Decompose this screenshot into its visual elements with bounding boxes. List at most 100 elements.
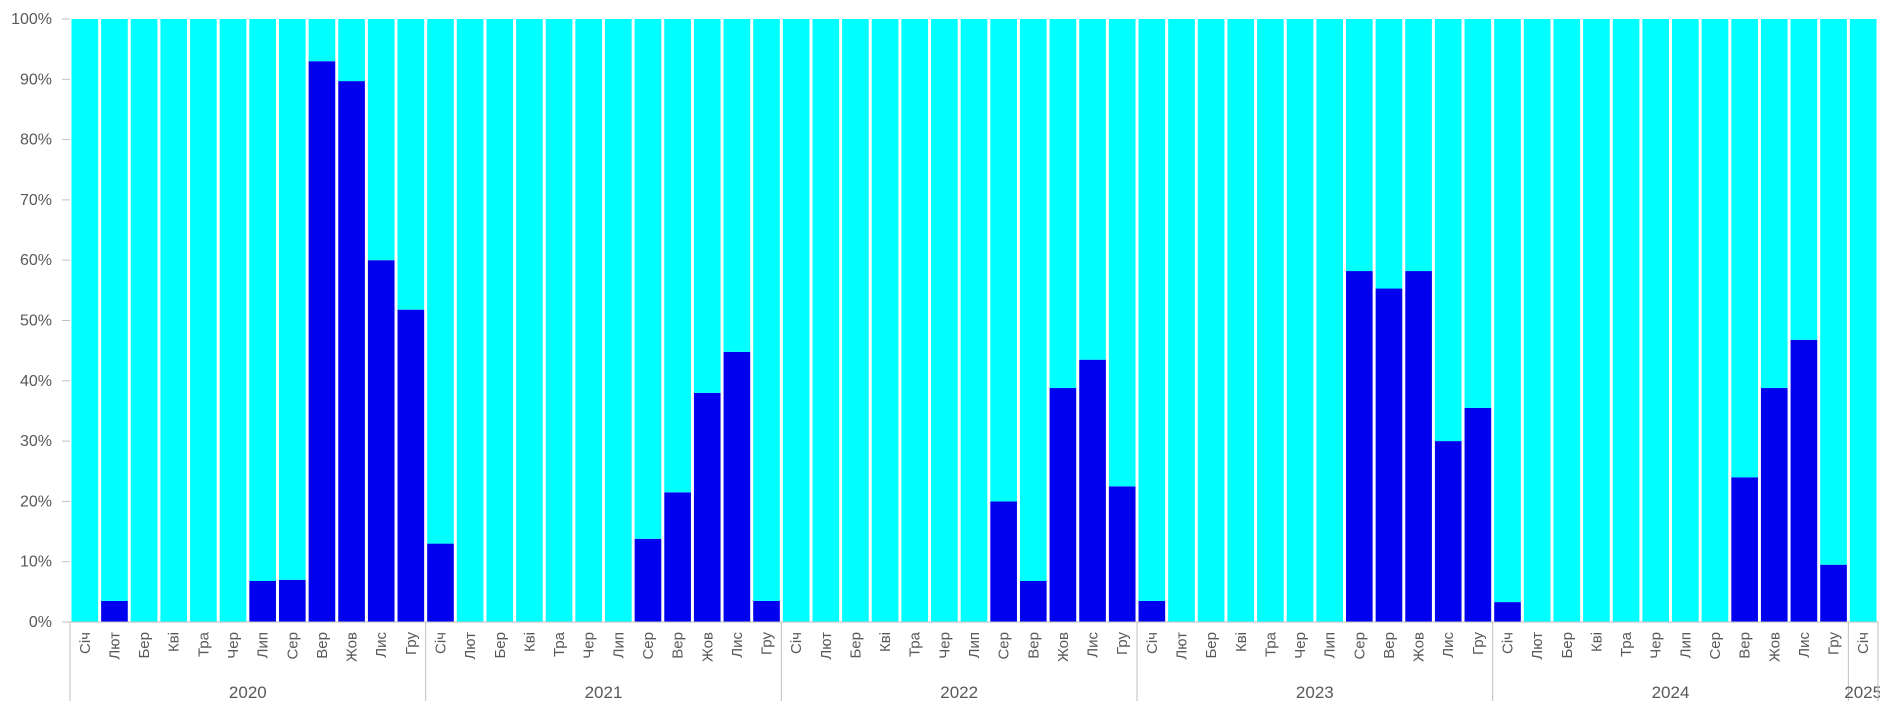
bar-segment-2-31	[960, 19, 988, 622]
y-tick-label: 20%	[20, 493, 52, 510]
bar-segment-2-11	[367, 19, 395, 261]
x-month-label: Жов	[1766, 632, 1783, 662]
y-tick-label: 60%	[20, 252, 52, 269]
bar-segment-1-35	[1079, 359, 1106, 622]
bar-segment-2-1	[71, 19, 99, 622]
bar-segment-1-46	[1405, 271, 1432, 622]
x-month-label: Жов	[1411, 632, 1428, 662]
bar-segment-1-48	[1464, 407, 1492, 622]
bar-segment-2-38	[1168, 19, 1195, 622]
x-month-label: Лип	[966, 632, 983, 658]
bar-segment-1-12	[397, 309, 425, 622]
bar-segment-1-45	[1375, 288, 1403, 622]
x-month-label: Чер	[1292, 632, 1309, 659]
x-month-label: Жов	[1055, 632, 1072, 662]
x-month-label: Кві	[1233, 632, 1250, 652]
bar-segment-2-45	[1375, 19, 1403, 289]
bar-segment-2-34	[1049, 19, 1077, 389]
x-month-label: Гру	[1826, 632, 1843, 655]
x-month-label: Сер	[996, 632, 1013, 660]
x-month-label: Гру	[1114, 632, 1131, 655]
bar-segment-2-15	[486, 19, 514, 622]
x-year-label: 2020	[229, 683, 267, 701]
bar-segment-2-6	[219, 19, 247, 622]
x-month-label: Січ	[788, 632, 805, 654]
bar-segment-2-3	[130, 19, 158, 622]
x-month-label: Лип	[610, 632, 627, 658]
x-year-label: 2021	[585, 683, 623, 701]
bar-segment-1-33	[1019, 581, 1047, 622]
bar-segment-2-24	[753, 19, 780, 601]
x-month-label: Лип	[255, 632, 272, 658]
bar-segment-2-23	[723, 19, 751, 352]
bar-segment-2-51	[1553, 19, 1581, 622]
bar-segment-2-50	[1523, 19, 1551, 622]
bar-segment-2-46	[1405, 19, 1432, 272]
x-month-label: Лют	[1173, 632, 1190, 660]
bar-segment-2-40	[1227, 19, 1255, 622]
bar-segment-2-48	[1464, 19, 1492, 408]
bar-segment-1-59	[1790, 339, 1818, 622]
bar-segment-1-10	[338, 81, 365, 623]
x-month-label: Кві	[166, 632, 183, 652]
x-year-label: 2022	[940, 683, 978, 701]
bar-segment-1-44	[1345, 271, 1373, 622]
bar-segment-2-19	[605, 19, 632, 622]
bar-segment-1-24	[753, 600, 780, 622]
x-month-label: Бер	[492, 632, 509, 659]
x-month-label: Лис	[1796, 632, 1813, 658]
y-tick-label: 0%	[29, 614, 52, 631]
x-month-label: Бер	[1559, 632, 1576, 659]
x-month-label: Лис	[729, 632, 746, 658]
x-month-label: Чер	[1648, 632, 1665, 659]
x-month-label: Вер	[1025, 632, 1042, 659]
bar-segment-2-33	[1019, 19, 1047, 581]
bar-segment-1-37	[1138, 600, 1166, 622]
x-month-label: Сер	[1351, 632, 1368, 660]
x-month-label: Чер	[225, 632, 242, 659]
bar-segment-1-2	[101, 600, 128, 622]
x-year-label: 2025	[1844, 683, 1880, 701]
x-month-label: Сер	[1707, 632, 1724, 660]
bar-segment-2-10	[338, 19, 365, 82]
bar-segment-2-30	[931, 19, 958, 622]
x-month-label: Тра	[551, 631, 568, 657]
x-month-label: Гру	[759, 632, 776, 655]
x-month-label: Січ	[1500, 632, 1517, 654]
bar-segment-1-13	[427, 543, 454, 622]
x-year-label: 2024	[1652, 683, 1690, 701]
bar-segment-2-7	[249, 19, 276, 581]
bar-segment-1-22	[693, 392, 721, 622]
x-month-label: Січ	[1144, 632, 1161, 654]
bar-segment-2-61	[1849, 19, 1877, 622]
y-tick-label: 10%	[20, 554, 52, 571]
bar-segment-1-21	[664, 492, 691, 622]
x-month-label: Тра	[1618, 631, 1635, 657]
x-month-label: Кві	[877, 632, 894, 652]
x-month-label: Тра	[907, 631, 924, 657]
y-tick-label: 90%	[20, 71, 52, 88]
x-month-label: Бер	[136, 632, 153, 659]
bar-segment-2-17	[545, 19, 573, 622]
x-month-label: Вер	[1737, 632, 1754, 659]
bar-segment-2-25	[782, 19, 810, 622]
bar-segment-2-26	[812, 19, 840, 622]
bar-segment-1-11	[367, 260, 395, 622]
bar-segment-1-23	[723, 351, 751, 622]
x-month-label: Чер	[936, 632, 953, 659]
bar-segment-1-20	[634, 538, 662, 622]
bar-segment-2-58	[1760, 19, 1788, 389]
bar-segment-2-49	[1494, 19, 1521, 603]
bar-segment-2-56	[1701, 19, 1729, 622]
x-month-label: Бер	[1203, 632, 1220, 659]
y-tick-label: 40%	[20, 373, 52, 390]
bar-segment-2-12	[397, 19, 425, 310]
x-month-label: Кві	[521, 632, 538, 652]
bar-segment-2-28	[871, 19, 899, 622]
y-axis: 0% 10% 20% 30% 40% 50% 60% 70% 80% 90% 100%	[11, 11, 70, 631]
bar-segment-2-14	[456, 19, 484, 622]
x-month-label: Сер	[284, 632, 301, 660]
y-tick-label: 50%	[20, 313, 52, 330]
bar-segment-2-60	[1820, 19, 1847, 565]
